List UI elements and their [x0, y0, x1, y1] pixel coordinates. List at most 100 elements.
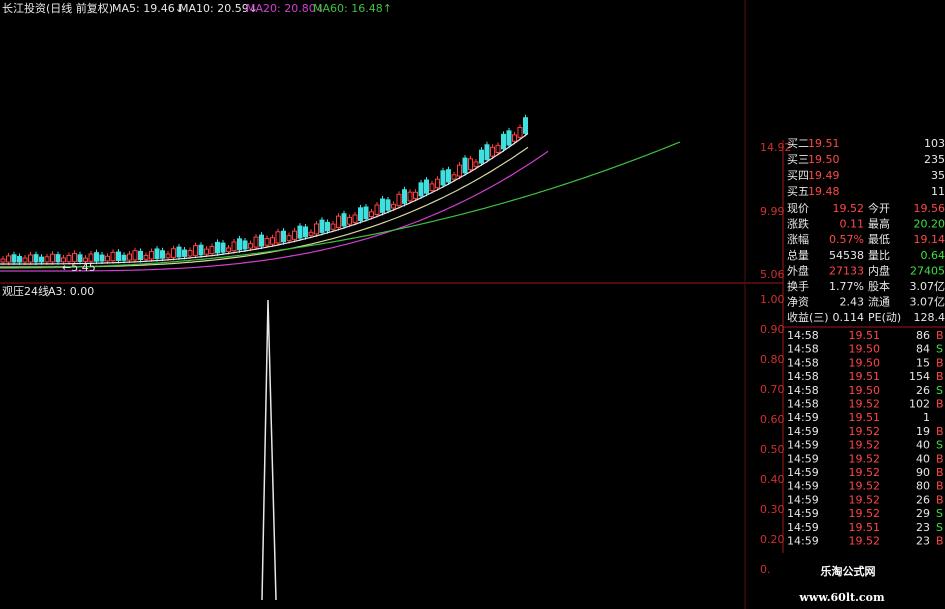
quote-value: 3.07亿 — [910, 280, 945, 293]
candle — [495, 144, 501, 153]
price-axis-label: 9.99 — [760, 205, 785, 218]
candle — [94, 252, 99, 262]
tick-price: 19.51 — [849, 329, 881, 342]
book-label: 买二 — [787, 137, 809, 150]
candle — [77, 254, 83, 263]
quote-label: 最低 — [868, 233, 890, 246]
tick-side: S — [936, 521, 943, 534]
candle — [198, 244, 204, 256]
candle — [484, 144, 490, 161]
book-price: 19.49 — [808, 169, 840, 182]
candle — [264, 237, 270, 246]
tick-price: 19.52 — [849, 425, 881, 438]
tick-side: B — [936, 370, 944, 383]
tick-time: 14:58 — [787, 343, 819, 356]
tick-side: B — [936, 329, 944, 342]
candle — [446, 169, 451, 183]
candle — [187, 250, 193, 257]
tick-price: 19.50 — [849, 343, 881, 356]
candle — [22, 257, 28, 263]
ma-label: MA10: 20.59↓ — [179, 2, 258, 15]
candle — [127, 253, 132, 261]
quote-label: 外盘 — [787, 263, 809, 277]
tick-side: B — [936, 452, 944, 465]
tick-price: 19.52 — [849, 493, 881, 506]
candle — [281, 230, 286, 243]
candle — [303, 226, 308, 238]
tick-time: 14:58 — [787, 370, 819, 383]
candle — [132, 250, 138, 261]
tick-time: 14:58 — [787, 329, 819, 342]
tick-volume: 102 — [909, 398, 930, 411]
candle — [17, 255, 22, 263]
candle — [490, 146, 495, 157]
tick-time: 14:59 — [787, 411, 819, 424]
candle — [308, 231, 314, 236]
tick-side: S — [936, 507, 943, 520]
candle — [319, 219, 325, 233]
quote-value: 1.77% — [829, 280, 864, 293]
candle — [176, 246, 182, 258]
indicator-axis-label: 0.40 — [760, 473, 785, 486]
candle — [237, 238, 242, 251]
tick-side: B — [936, 466, 944, 479]
candle — [429, 183, 435, 192]
candle — [292, 230, 297, 240]
tick-price: 19.51 — [849, 370, 881, 383]
quote-label: 股本 — [868, 279, 890, 293]
candle — [380, 198, 385, 213]
book-price: 19.50 — [808, 153, 840, 166]
quote-value: 2.43 — [840, 296, 865, 309]
indicator-axis-label: 0.70 — [760, 383, 785, 396]
quote-value: 27133 — [829, 264, 864, 277]
book-volume: 235 — [924, 153, 945, 166]
ma-label: MA20: 20.80↓ — [246, 2, 325, 15]
candle — [314, 223, 319, 235]
candle — [435, 178, 440, 189]
candle — [33, 254, 39, 263]
candle — [121, 254, 127, 261]
tick-side: B — [936, 425, 944, 438]
candle — [226, 247, 231, 252]
indicator-axis-label: 0.60 — [760, 413, 785, 426]
tick-volume: 40 — [916, 452, 930, 465]
candle — [28, 254, 33, 263]
candle — [468, 158, 473, 171]
ma20-line — [0, 150, 549, 272]
tick-volume: 23 — [916, 535, 930, 548]
tick-price: 19.52 — [849, 398, 881, 411]
quote-value: 19.56 — [914, 202, 945, 215]
quote-label: 最高 — [868, 217, 890, 231]
book-label: 买三 — [787, 153, 809, 166]
candle — [61, 257, 66, 263]
candle — [138, 250, 143, 261]
tick-price: 19.51 — [849, 521, 881, 534]
candle — [523, 117, 528, 134]
tick-price: 19.52 — [849, 480, 881, 493]
candle — [72, 252, 77, 263]
candle — [0, 258, 6, 263]
candle — [341, 213, 347, 227]
book-label: 买四 — [787, 169, 809, 182]
quote-value: 0.11 — [840, 218, 865, 231]
candle — [407, 191, 413, 202]
quote-label: 涨跌 — [787, 217, 809, 231]
quote-value: 3.07亿 — [910, 296, 945, 309]
tick-time: 14:59 — [787, 507, 819, 520]
candle — [374, 204, 380, 215]
indicator-axis-label: 1.00 — [760, 293, 785, 306]
stock-title: 长江投资(日线 前复权) — [2, 1, 113, 15]
book-price: 19.51 — [808, 137, 840, 150]
tick-price: 19.52 — [849, 535, 881, 548]
candle — [451, 174, 457, 180]
candle — [6, 255, 11, 263]
tick-volume: 29 — [916, 507, 930, 520]
candle — [215, 241, 220, 254]
tick-time: 14:59 — [787, 425, 819, 438]
tick-volume: 154 — [909, 370, 930, 383]
candle — [50, 253, 55, 263]
candle — [473, 161, 479, 167]
candle — [143, 255, 149, 260]
book-volume: 35 — [931, 169, 945, 182]
quote-value: 54538 — [829, 249, 864, 262]
